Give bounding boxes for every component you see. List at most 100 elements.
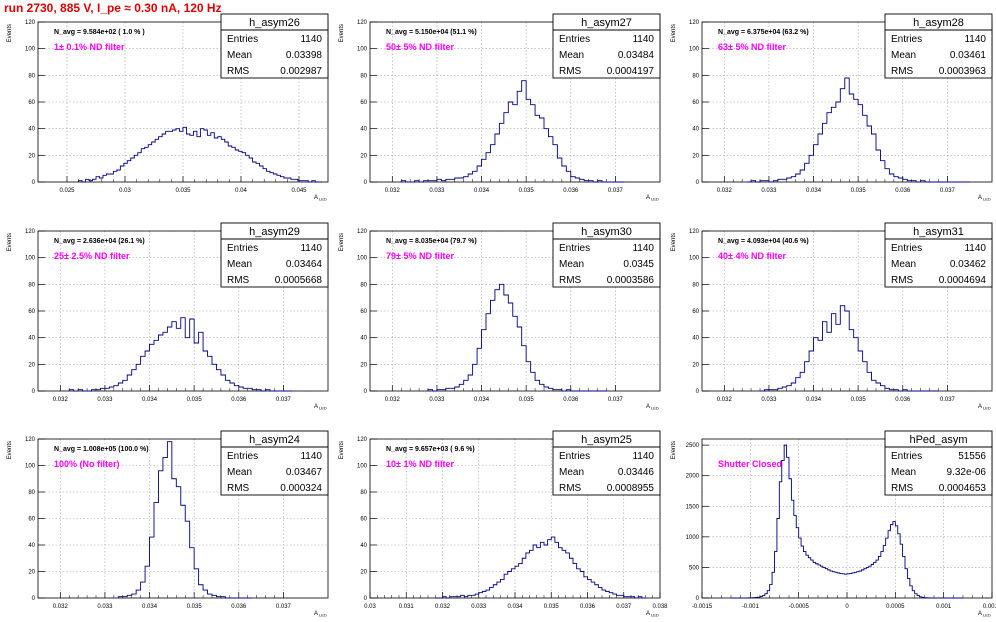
x-tick-label: 0.036 <box>563 397 579 403</box>
stat-value-mean: 0.0345 <box>623 259 654 270</box>
x-tick-label: 0.032 <box>53 397 69 403</box>
stat-value-entries: 1140 <box>632 34 654 45</box>
y-tick-label: 100 <box>357 464 368 470</box>
stat-label-entries: Entries <box>891 451 922 462</box>
histogram-series-h_asym30 <box>427 283 607 392</box>
y-tick-label: 20 <box>360 362 367 368</box>
y-tick-label: 120 <box>689 229 700 235</box>
y-tick-label: 40 <box>28 336 35 342</box>
navg-label: N_avg = 9.584e+02 ( 1.0 % ) <box>54 29 145 36</box>
x-axis-label: ALED <box>646 404 659 411</box>
navg-label: N_avg = 2.636e+04 (26.1 %) <box>54 238 145 245</box>
stat-box-title: h_asym26 <box>249 17 300 29</box>
y-tick-label: 80 <box>360 282 367 288</box>
stat-label-mean: Mean <box>559 467 584 478</box>
x-tick-label: 0.034 <box>507 604 523 610</box>
stat-label-entries: Entries <box>559 243 590 254</box>
x-tick-label: 0.033 <box>761 188 777 194</box>
y-axis-label: Events <box>7 24 13 42</box>
x-tick-label: 0.036 <box>895 188 911 194</box>
y-tick-label: 2000 <box>686 474 700 480</box>
stat-value-entries: 1140 <box>964 243 986 254</box>
stat-box-title: h_asym29 <box>249 226 300 238</box>
y-tick-label: 100 <box>357 256 368 262</box>
y-tick-label: 40 <box>692 127 699 133</box>
stat-box-frame <box>552 222 661 288</box>
histogram-series-h_asym25 <box>435 536 646 599</box>
stat-label-rms: RMS <box>227 66 250 77</box>
y-tick-label: 20 <box>692 153 699 159</box>
x-tick-label: 0.035 <box>187 604 203 610</box>
x-tick-label: -0.0015 <box>692 604 713 610</box>
histogram-panel-h_asym24: 0.032 0.033 0.034 0.035 0.036 0.037 0 20 40 60 80 1… <box>7 430 329 618</box>
x-tick-label: 0.036 <box>580 604 596 610</box>
stat-label-entries: Entries <box>227 243 258 254</box>
y-tick-label: 60 <box>360 309 367 315</box>
stat-label-rms: RMS <box>227 483 250 494</box>
y-tick-label: 80 <box>28 490 35 496</box>
x-tick-label: 0.037 <box>608 188 624 194</box>
x-tick-label: 0.032 <box>53 604 69 610</box>
y-tick-label: 80 <box>692 73 699 79</box>
histogram-series-h_asym26 <box>78 126 323 183</box>
navg-label: N_avg = 4.093e+04 (40.6 %) <box>718 238 809 245</box>
y-tick-label: 20 <box>28 362 35 368</box>
y-tick-label: 0 <box>364 596 368 602</box>
y-tick-label: 40 <box>28 543 35 549</box>
stat-label-mean: Mean <box>891 467 916 478</box>
stat-box-frame <box>220 430 329 496</box>
x-tick-label: 0.032 <box>435 604 451 610</box>
y-tick-label: 120 <box>357 20 368 26</box>
stat-box-frame <box>884 430 993 496</box>
x-axis-label: ALED <box>978 195 991 202</box>
x-tick-label: 0.037 <box>940 188 956 194</box>
histogram-series-hPed_asym <box>731 444 963 599</box>
stat-box: h_asym30 Entries 1140 Mean 0.0345 RMS 0.000358… <box>552 222 661 288</box>
stat-box-frame <box>220 13 329 79</box>
stat-label-rms: RMS <box>559 275 582 286</box>
y-tick-label: 120 <box>25 229 36 235</box>
y-tick-label: 60 <box>360 100 367 106</box>
x-tick-label: 0.034 <box>806 188 822 194</box>
stat-box: hPed_asym Entries 51556 Mean 9.32e-06 RMS 0.00… <box>884 430 993 496</box>
y-tick-label: 80 <box>360 490 367 496</box>
y-tick-label: 2500 <box>686 443 700 449</box>
stat-box: h_asym31 Entries 1140 Mean 0.03462 RMS 0.00046… <box>884 222 993 288</box>
y-tick-label: 60 <box>28 100 35 106</box>
y-tick-label: 120 <box>25 20 36 26</box>
y-tick-label: 120 <box>357 437 368 443</box>
x-tick-label: 0.032 <box>385 397 401 403</box>
y-axis-label: Events <box>671 233 677 251</box>
y-tick-label: 0 <box>32 389 36 395</box>
y-tick-label: 0 <box>696 180 700 186</box>
histogram-series-h_asym24 <box>117 441 253 599</box>
page-title: run 2730, 885 V, I_pe ≈ 0.30 nA, 120 Hz <box>4 1 222 15</box>
x-tick-label: 0.034 <box>142 397 158 403</box>
y-tick-label: 1500 <box>686 504 700 510</box>
x-tick-label: 0.033 <box>97 604 113 610</box>
histogram-panel-h_asym26: 0.025 0.03 0.035 0.04 0.045 0 20 40 60 80 100 120 AL… <box>7 13 329 202</box>
y-tick-label: 40 <box>692 336 699 342</box>
x-axis-label: ALED <box>314 404 327 411</box>
stat-box-title: h_asym28 <box>913 17 964 29</box>
stat-value-entries: 1140 <box>300 243 322 254</box>
stat-label-mean: Mean <box>891 50 916 61</box>
y-tick-label: 60 <box>692 100 699 106</box>
x-tick-label: 0.037 <box>616 604 632 610</box>
y-tick-label: 120 <box>689 20 700 26</box>
x-tick-label: 0.035 <box>519 397 535 403</box>
x-tick-label: 0.03 <box>364 604 376 610</box>
filter-note: 100% (No filter) <box>54 459 120 469</box>
y-tick-label: 80 <box>692 282 699 288</box>
y-tick-label: 60 <box>28 309 35 315</box>
y-tick-label: 60 <box>28 517 35 523</box>
navg-label: N_avg = 1.008e+05 (100.0 %) <box>54 446 149 453</box>
x-tick-label: 0.037 <box>276 604 292 610</box>
x-tick-label: 0.036 <box>895 397 911 403</box>
stat-value-entries: 1140 <box>632 451 654 462</box>
y-tick-label: 40 <box>360 127 367 133</box>
filter-note: 50± 5% ND filter <box>386 42 454 52</box>
stat-value-entries: 1140 <box>964 34 986 45</box>
x-tick-label: 0.036 <box>231 604 247 610</box>
stat-box-title: h_asym24 <box>249 434 300 446</box>
